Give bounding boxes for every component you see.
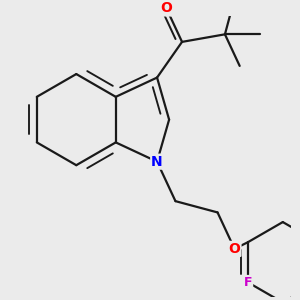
Text: O: O: [160, 2, 172, 16]
Text: N: N: [151, 155, 163, 169]
Text: F: F: [244, 276, 252, 289]
Text: O: O: [229, 242, 241, 256]
